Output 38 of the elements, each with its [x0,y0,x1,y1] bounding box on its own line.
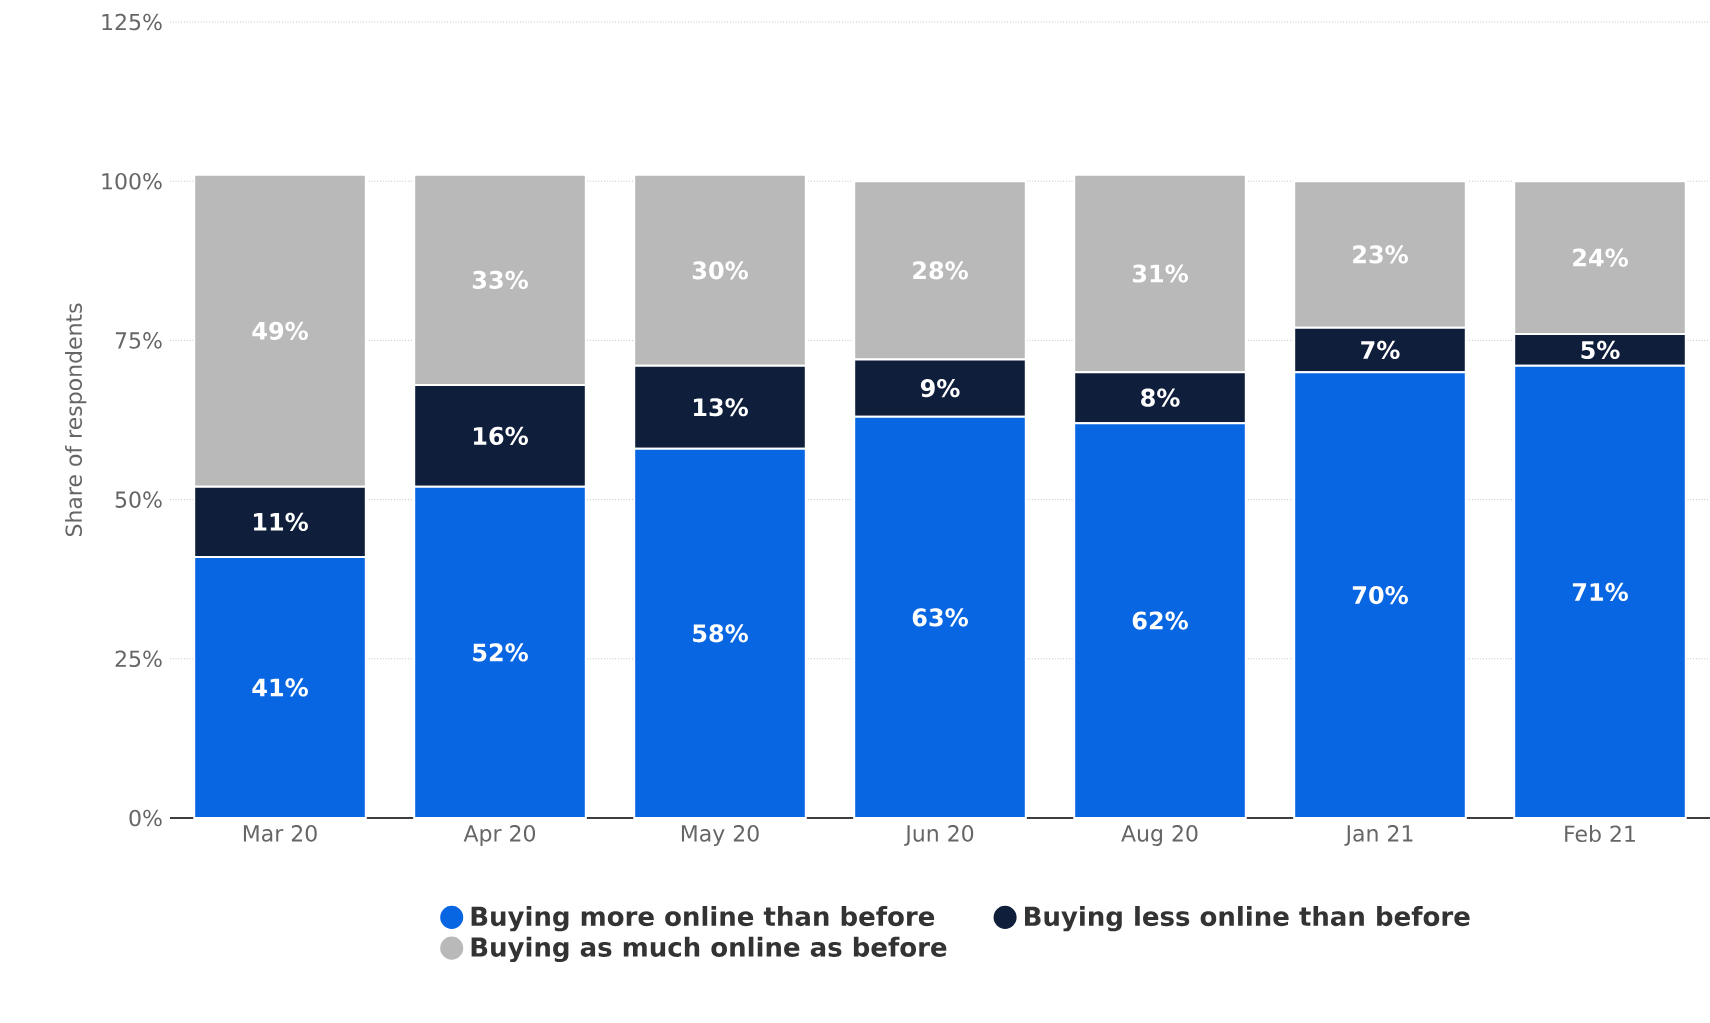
data-label: 28% [913,261,968,280]
data-label: 31% [1132,264,1188,283]
data-label: 49% [252,321,308,340]
x-tick-label: May 20 [681,825,759,846]
y-tick-label: 75% [115,332,162,349]
x-tick-label: Feb 21 [1565,825,1635,843]
y-tick-label: 25% [115,650,162,668]
data-label: 62% [1132,611,1188,630]
x-tick-label: Jan 21 [1344,825,1413,846]
legend-label: Buying as much online as before [471,936,947,963]
x-tick-label: Jun 20 [904,825,974,846]
data-label: 5% [1581,340,1620,360]
data-label: 16% [473,426,528,445]
data-label: 30% [692,261,748,280]
y-tick-label: 0% [129,809,162,827]
data-label: 33% [472,270,528,289]
data-label: 8% [1141,388,1180,407]
data-label: 58% [693,624,748,643]
data-label: 71% [1572,582,1628,601]
data-label: 7% [1361,340,1400,360]
data-label: 41% [252,678,308,697]
data-label: 11% [253,512,308,531]
y-tick-label: 100% [102,172,162,190]
legend-label: Buying less online than before [1025,905,1470,932]
data-label: 52% [473,643,528,662]
y-tick-label: 50% [115,491,162,508]
data-label: 24% [1573,248,1628,267]
y-tick-label: 125% [102,13,162,31]
y-axis-title: Share of respondents [65,303,87,537]
x-tick-label: Apr 20 [463,825,536,846]
data-label: 13% [693,398,748,417]
x-tick-label: Mar 20 [243,825,317,842]
data-label: 70% [1352,586,1408,605]
data-label: 23% [1353,245,1408,264]
data-label: 9% [920,379,960,398]
data-label: 63% [912,608,968,627]
x-tick-label: Aug 20 [1121,825,1198,846]
legend-label: Buying more online than before [471,905,935,932]
